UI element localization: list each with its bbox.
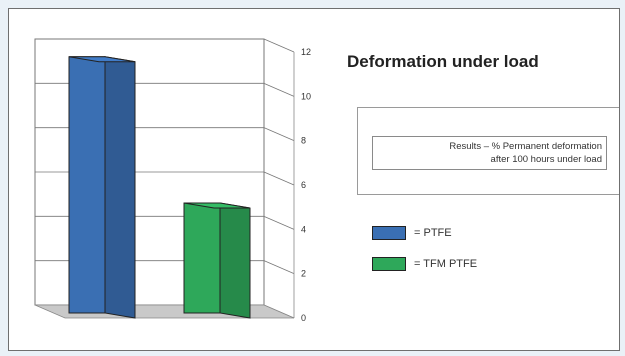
axis-tick [263,38,295,53]
y-tick-label: 2 [301,269,306,279]
legend-swatch-ptfe [372,226,406,240]
results-annotation-box: Results – % Permanent deformation after … [357,107,619,195]
y-tick-label: 0 [301,313,306,323]
axis-tick [263,82,295,97]
axis-tick [263,215,295,230]
legend-item-tfm-ptfe: = TFM PTFE [372,256,477,272]
y-tick-label: 4 [301,224,306,234]
chart-title: Deformation under load [347,52,539,71]
chart-frame: 0 2 4 6 8 10 12 Deformation under load Results… [8,8,620,351]
legend-label-ptfe: = PTFE [414,227,452,239]
bar-side [104,56,136,319]
y-tick-label: 8 [301,136,306,146]
y-tick-label: 6 [301,180,306,190]
legend-item-ptfe: = PTFE [372,225,452,241]
axis-tick [263,171,295,186]
annotation-line-1: Results – % Permanent deformation [449,141,602,152]
results-annotation-text: Results – % Permanent deformation after … [372,136,607,170]
legend-swatch-tfm-ptfe [372,257,406,271]
bar-front [183,202,221,314]
bar-front [68,56,106,314]
annotation-line-2: after 100 hours under load [490,154,602,165]
chart-plot: 0 2 4 6 8 10 12 [34,38,311,323]
bar-top [183,202,251,209]
legend-label-tfm-ptfe: = TFM PTFE [414,258,478,270]
y-tick-label: 12 [301,47,311,57]
axis-tick [263,260,295,275]
y-tick-label: 10 [301,91,311,101]
bar-side [219,202,251,319]
bar-top [68,56,136,63]
axis-tick [263,127,295,142]
